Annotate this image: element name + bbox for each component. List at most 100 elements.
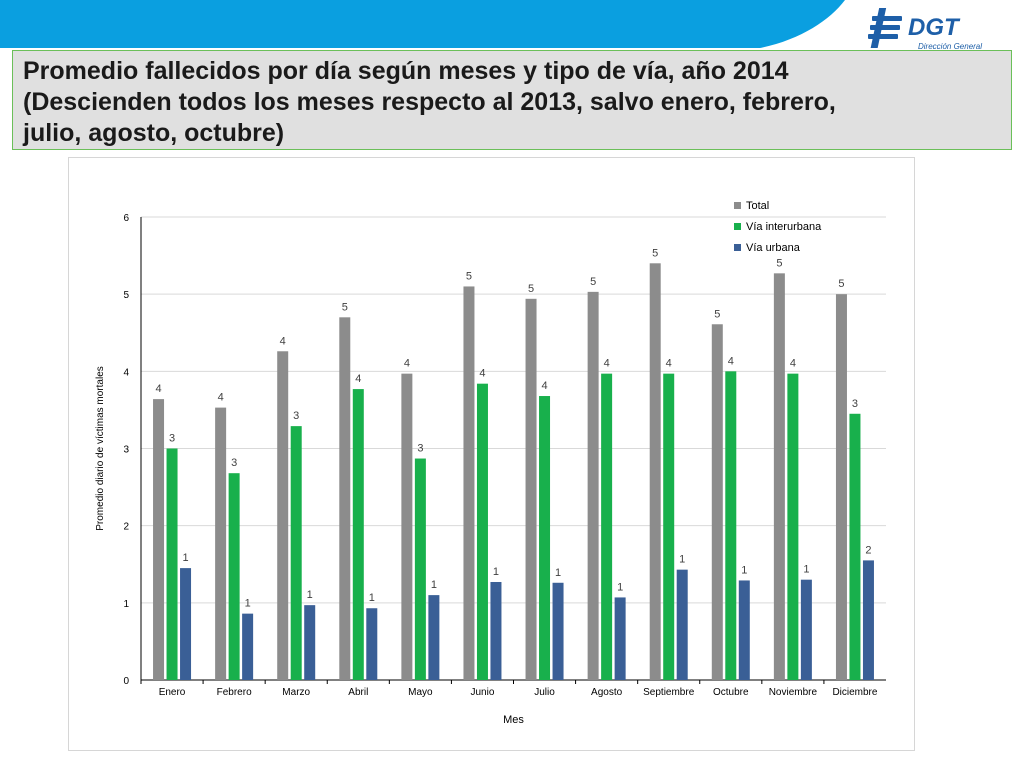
bar-urbana	[862, 560, 874, 680]
y-tick-label: 5	[123, 290, 129, 301]
data-label: 1	[493, 566, 499, 578]
data-label: 4	[666, 358, 672, 370]
bar-urbana	[490, 581, 502, 680]
y-axis-title: Promedio diario de víctimas mortales	[95, 366, 106, 531]
bar-total	[463, 286, 475, 680]
data-label: 3	[852, 398, 858, 410]
legend-entry: Vía interurbana	[746, 221, 822, 233]
legend-swatch	[734, 223, 741, 230]
data-label: 3	[169, 433, 175, 445]
y-tick-label: 0	[123, 676, 129, 687]
bar-total	[525, 298, 537, 680]
bar-urbana	[304, 605, 316, 680]
data-label: 5	[652, 247, 658, 259]
bar-interurbana	[725, 371, 737, 680]
y-tick-label: 3	[123, 445, 129, 456]
data-label: 3	[417, 443, 423, 455]
data-label: 3	[293, 410, 299, 422]
dgt-logo-mark-icon	[868, 8, 902, 48]
bar-interurbana	[352, 389, 364, 680]
x-tick-label: Marzo	[282, 687, 310, 698]
bar-interurbana	[166, 448, 178, 680]
bar-interurbana	[849, 413, 861, 680]
bar-interurbana	[290, 426, 302, 680]
page-title-line-1: Promedio fallecidos por día según meses …	[23, 57, 789, 85]
bar-total	[153, 399, 165, 680]
bar-chart: 0 1 2 3 4 5 6 4 3 1 Enero 4 3 1 Febrero 4 3 1 Marzo 5 4 1 Abri…	[95, 200, 886, 726]
bar-total	[773, 273, 785, 680]
bar-urbana	[428, 595, 440, 680]
bar-total	[215, 407, 227, 680]
title-box: Promedio fallecidos por día según meses …	[12, 50, 1012, 150]
data-label: 1	[679, 554, 685, 566]
data-label: 3	[231, 457, 237, 469]
header-band	[0, 0, 1024, 48]
y-tick-label: 6	[123, 213, 129, 224]
legend-swatch	[734, 244, 741, 251]
bar-urbana	[180, 568, 192, 680]
data-label: 1	[741, 564, 747, 576]
bar-total	[649, 263, 661, 680]
data-label: 4	[218, 392, 224, 404]
data-label: 1	[369, 592, 375, 604]
x-tick-label: Junio	[471, 687, 495, 698]
data-label: 4	[404, 358, 410, 370]
bar-interurbana	[787, 373, 799, 680]
data-label: 5	[590, 276, 596, 288]
bar-total	[587, 291, 599, 680]
legend-entry: Total	[746, 200, 769, 212]
data-label: 2	[865, 544, 871, 556]
bar-interurbana	[414, 458, 426, 680]
bar-urbana	[242, 613, 254, 680]
x-tick-label: Abril	[348, 687, 368, 698]
data-label: 4	[355, 373, 361, 385]
data-label: 4	[280, 335, 286, 347]
bar-urbana	[614, 597, 626, 680]
bar-interurbana	[663, 373, 675, 680]
header-band-shape	[0, 0, 1024, 48]
x-tick-label: Octubre	[713, 687, 749, 698]
x-axis-title: Mes	[503, 714, 524, 726]
chart-frame: 0 1 2 3 4 5 6 4 3 1 Enero 4 3 1 Febrero 4 3 1 Marzo 5 4 1 Abri…	[68, 157, 915, 751]
bar-urbana	[552, 582, 564, 680]
data-label: 1	[617, 581, 623, 593]
page-title-line-3: julio, agosto, octubre)	[23, 119, 285, 147]
x-tick-label: Mayo	[408, 687, 433, 698]
data-label: 4	[541, 380, 547, 392]
x-tick-label: Septiembre	[643, 687, 695, 698]
bar-total	[835, 294, 847, 680]
bar-total	[711, 324, 723, 680]
data-label: 4	[728, 355, 734, 367]
x-tick-label: Noviembre	[769, 687, 818, 698]
data-label: 5	[528, 283, 534, 295]
bar-total	[277, 351, 289, 680]
bar-urbana	[800, 579, 812, 680]
bar-interurbana	[601, 373, 613, 680]
x-tick-label: Agosto	[591, 687, 623, 698]
data-label: 4	[155, 383, 161, 395]
legend-entry: Vía urbana	[746, 242, 801, 254]
x-tick-label: Febrero	[217, 687, 252, 698]
data-label: 5	[776, 257, 782, 269]
x-tick-label: Enero	[159, 687, 186, 698]
data-label: 1	[182, 552, 188, 564]
data-label: 5	[838, 278, 844, 290]
data-label: 4	[790, 358, 796, 370]
bar-urbana	[738, 580, 750, 680]
data-label: 5	[342, 301, 348, 313]
bar-urbana	[366, 608, 378, 680]
y-tick-label: 4	[123, 367, 129, 378]
bar-interurbana	[539, 396, 551, 680]
data-label: 4	[604, 358, 610, 370]
y-tick-label: 1	[123, 599, 129, 610]
data-label: 5	[466, 270, 472, 282]
bar-interurbana	[228, 473, 240, 680]
x-tick-label: Julio	[534, 687, 555, 698]
bar-urbana	[676, 569, 688, 680]
data-label: 1	[245, 598, 251, 610]
data-label: 4	[479, 368, 485, 380]
bar-total	[401, 373, 413, 680]
data-label: 1	[307, 589, 313, 601]
y-tick-label: 2	[123, 522, 129, 533]
dgt-logo: DGT Dirección General	[866, 4, 1016, 52]
